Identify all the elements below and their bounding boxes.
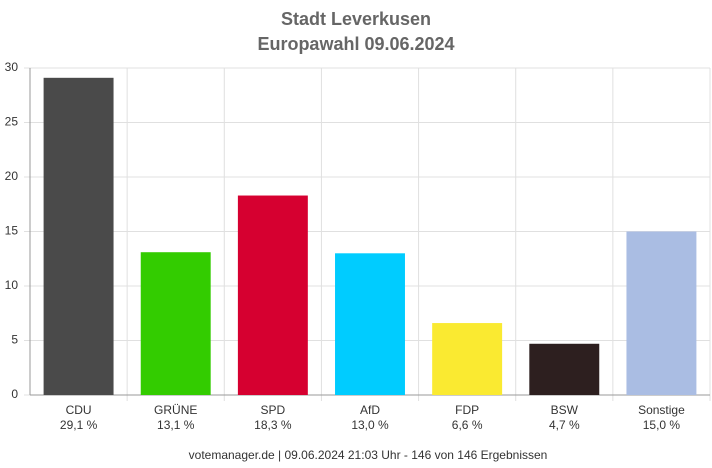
footer: votemanager.de | 09.06.2024 21:03 Uhr - … bbox=[189, 448, 548, 462]
value-label: 15,0 % bbox=[643, 418, 681, 432]
bar bbox=[237, 195, 308, 395]
y-tick-label: 15 bbox=[5, 224, 19, 238]
y-tick-label: 5 bbox=[11, 333, 18, 347]
bar bbox=[43, 77, 114, 395]
y-tick-label: 10 bbox=[5, 278, 19, 292]
x-tick-label: Sonstige bbox=[638, 403, 685, 417]
value-label: 13,1 % bbox=[157, 418, 195, 432]
y-tick-label: 20 bbox=[5, 169, 19, 183]
x-tick-label: FDP bbox=[455, 403, 479, 417]
x-tick-label: BSW bbox=[551, 403, 579, 417]
x-tick-label: GRÜNE bbox=[154, 403, 197, 417]
x-tick-label: SPD bbox=[261, 403, 286, 417]
value-label: 18,3 % bbox=[254, 418, 292, 432]
value-label: 6,6 % bbox=[452, 418, 483, 432]
value-label: 13,0 % bbox=[351, 418, 389, 432]
value-label: 4,7 % bbox=[549, 418, 580, 432]
chart-title: Stadt Leverkusen bbox=[281, 9, 431, 29]
bar bbox=[335, 253, 405, 395]
bar bbox=[432, 323, 503, 395]
value-label: 29,1 % bbox=[60, 418, 98, 432]
y-tick-label: 0 bbox=[11, 387, 18, 401]
bar bbox=[626, 231, 697, 395]
bar bbox=[140, 252, 211, 395]
x-tick-label: CDU bbox=[66, 403, 92, 417]
bar bbox=[529, 343, 600, 395]
x-tick-label: AfD bbox=[360, 403, 380, 417]
y-tick-label: 30 bbox=[5, 60, 19, 74]
y-tick-label: 25 bbox=[5, 115, 19, 129]
chart-subtitle: Europawahl 09.06.2024 bbox=[257, 34, 454, 54]
